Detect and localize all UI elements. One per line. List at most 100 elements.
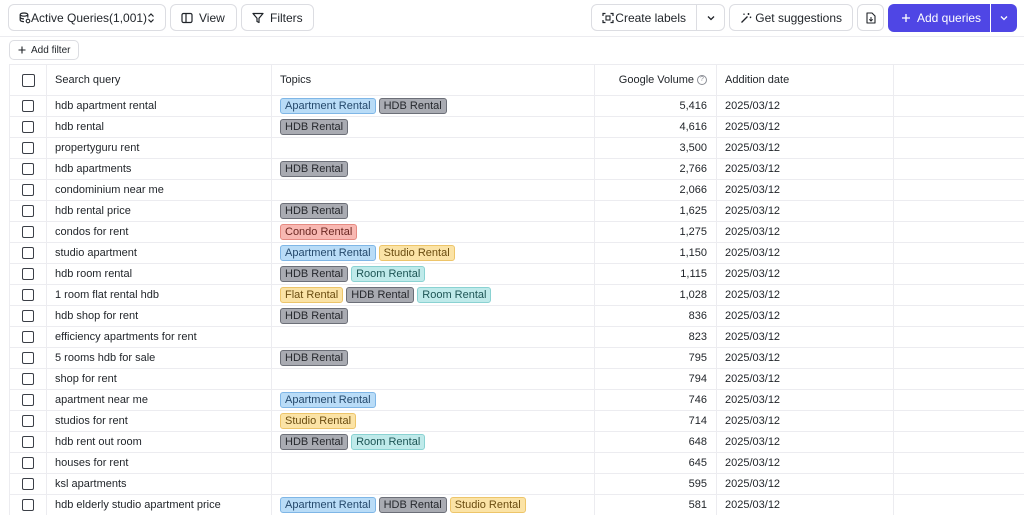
table-row[interactable]: hdb elderly studio apartment price Apartm… [9,494,1024,515]
column-header-empty [893,64,1024,96]
row-checkbox[interactable] [22,373,34,386]
table-row[interactable]: efficiency apartments for rent 823 2025/03… [9,326,1024,348]
topic-tag[interactable]: HDB Rental [378,497,447,513]
topic-tag[interactable]: Flat Rental [280,287,344,303]
row-checkbox[interactable] [22,247,34,260]
table-row[interactable]: 1 room flat rental hdb Flat Rental HDB Ren… [9,284,1024,306]
table-row[interactable]: hdb shop for rent HDB Rental 836 2025/03/12 [9,305,1024,327]
table-row[interactable]: hdb rental price HDB Rental 1,625 2025/03/1… [9,200,1024,222]
topic-tag[interactable]: Apartment Rental [280,497,376,513]
google-volume-cell: 5,416 [594,95,717,117]
toolbar: Active Queries (1,001) View Filters Crea… [0,0,1024,37]
column-header-topics[interactable]: Topics [271,64,595,96]
row-checkbox[interactable] [22,142,34,155]
empty-cell [893,347,1024,369]
active-queries-selector[interactable]: Active Queries (1,001) [8,4,166,31]
topics-cell: HDB Rental [271,158,595,180]
topic-tag[interactable]: HDB Rental [346,287,415,303]
table-row[interactable]: apartment near me Apartment Rental 746 2025… [9,389,1024,411]
row-checkbox[interactable] [22,310,34,323]
column-header-query[interactable]: Search query [46,64,272,96]
topic-tag[interactable]: Apartment Rental [280,98,376,114]
row-checkbox[interactable] [22,226,34,239]
empty-cell [893,95,1024,117]
table-row[interactable]: 5 rooms hdb for sale HDB Rental 795 2025/03… [9,347,1024,369]
topic-tag[interactable]: HDB Rental [378,98,447,114]
topic-tag[interactable]: Studio Rental [378,245,455,261]
topic-tag[interactable]: HDB Rental [280,203,349,219]
topic-tag[interactable]: Apartment Rental [280,392,376,408]
addition-date-cell: 2025/03/12 [716,494,894,515]
google-volume-cell: 2,066 [594,179,717,201]
help-icon[interactable]: ? [697,75,707,86]
add-queries-dropdown[interactable] [991,4,1017,32]
topic-tag[interactable]: Room Rental [417,287,492,303]
table-row[interactable]: propertyguru rent 3,500 2025/03/12 [9,137,1024,159]
row-checkbox[interactable] [22,478,34,491]
table-row[interactable]: hdb apartment rental Apartment Rental HDB … [9,95,1024,117]
google-volume-cell: 794 [594,368,717,390]
topic-tag[interactable]: Room Rental [351,434,426,450]
table-row[interactable]: studio apartment Apartment Rental Studio R… [9,242,1024,264]
table-row[interactable]: condominium near me 2,066 2025/03/12 [9,179,1024,201]
table-row[interactable]: hdb apartments HDB Rental 2,766 2025/03/12 [9,158,1024,180]
column-header-date[interactable]: Addition date [716,64,894,96]
row-checkbox[interactable] [22,100,34,113]
row-checkbox[interactable] [22,121,34,134]
get-suggestions-button[interactable]: Get suggestions [729,4,853,31]
search-query-cell: studio apartment [46,242,272,264]
topic-tag[interactable]: HDB Rental [280,119,349,135]
row-checkbox[interactable] [22,394,34,407]
topic-tag[interactable]: Room Rental [351,266,426,282]
row-checkbox[interactable] [22,289,34,302]
add-queries-button[interactable]: Add queries [888,4,990,32]
view-label: View [199,10,225,25]
table-row[interactable]: ksl apartments 595 2025/03/12 [9,473,1024,495]
table-row[interactable]: houses for rent 645 2025/03/12 [9,452,1024,474]
filters-button[interactable]: Filters [241,4,314,31]
addition-date-cell: 2025/03/12 [716,452,894,474]
topic-tag[interactable]: Apartment Rental [280,245,376,261]
row-checkbox[interactable] [22,352,34,365]
table-row[interactable]: shop for rent 794 2025/03/12 [9,368,1024,390]
create-labels-dropdown[interactable] [696,4,725,31]
export-button[interactable] [857,4,884,31]
row-checkbox[interactable] [22,331,34,344]
row-checkbox[interactable] [22,268,34,281]
topic-tag[interactable]: Studio Rental [449,497,526,513]
create-labels-button[interactable]: Create labels [591,4,697,31]
row-checkbox[interactable] [22,163,34,176]
empty-cell [893,179,1024,201]
search-query-cell: studios for rent [46,410,272,432]
search-query-cell: hdb shop for rent [46,305,272,327]
table-row[interactable]: hdb rent out room HDB Rental Room Rental 64… [9,431,1024,453]
row-checkbox[interactable] [22,457,34,470]
google-volume-cell: 645 [594,452,717,474]
table-row[interactable]: studios for rent Studio Rental 714 2025/03/… [9,410,1024,432]
row-checkbox[interactable] [22,436,34,449]
topic-tag[interactable]: Condo Rental [280,224,358,240]
view-button[interactable]: View [170,4,237,31]
column-header-volume[interactable]: Google Volume? [594,64,717,96]
row-checkbox[interactable] [22,415,34,428]
row-select-cell [9,116,47,138]
topic-tag[interactable]: HDB Rental [280,434,349,450]
topic-tag[interactable]: HDB Rental [280,266,349,282]
row-checkbox[interactable] [22,184,34,197]
topic-tag[interactable]: HDB Rental [280,161,349,177]
addition-date-cell: 2025/03/12 [716,389,894,411]
row-checkbox[interactable] [22,499,34,512]
row-checkbox[interactable] [22,205,34,218]
topic-tag[interactable]: HDB Rental [280,308,349,324]
table-row[interactable]: hdb rental HDB Rental 4,616 2025/03/12 [9,116,1024,138]
topics-cell: Flat Rental HDB Rental Room Rental [271,284,595,306]
select-all-checkbox[interactable] [21,73,35,87]
table-row[interactable]: hdb room rental HDB Rental Room Rental 1,11… [9,263,1024,285]
table-row[interactable]: condos for rent Condo Rental 1,275 2025/03/… [9,221,1024,243]
get-suggestions-label: Get suggestions [755,10,842,25]
add-filter-button[interactable]: Add filter [9,40,80,60]
google-volume-cell: 1,028 [594,284,717,306]
topic-tag[interactable]: HDB Rental [280,350,349,366]
row-select-cell [9,221,47,243]
topic-tag[interactable]: Studio Rental [280,413,357,429]
